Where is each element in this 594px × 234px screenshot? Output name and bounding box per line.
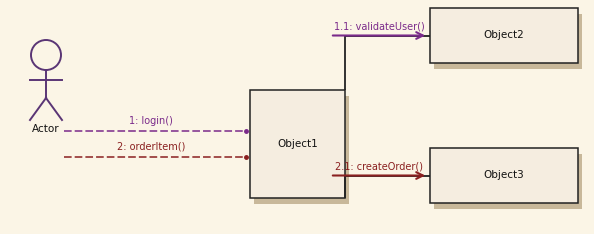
FancyBboxPatch shape [250, 90, 345, 198]
FancyBboxPatch shape [434, 154, 582, 209]
Text: 2.1: createOrder(): 2.1: createOrder() [335, 161, 423, 172]
FancyBboxPatch shape [430, 8, 578, 63]
Text: 1: login(): 1: login() [129, 116, 173, 126]
Text: Object2: Object2 [484, 30, 525, 40]
Text: Object3: Object3 [484, 171, 525, 180]
Text: Object1: Object1 [277, 139, 318, 149]
FancyBboxPatch shape [254, 96, 349, 204]
FancyBboxPatch shape [434, 14, 582, 69]
Text: 2: orderItem(): 2: orderItem() [117, 142, 185, 152]
Text: Actor: Actor [32, 124, 60, 134]
Text: 1.1: validateUser(): 1.1: validateUser() [334, 22, 424, 32]
FancyBboxPatch shape [430, 148, 578, 203]
